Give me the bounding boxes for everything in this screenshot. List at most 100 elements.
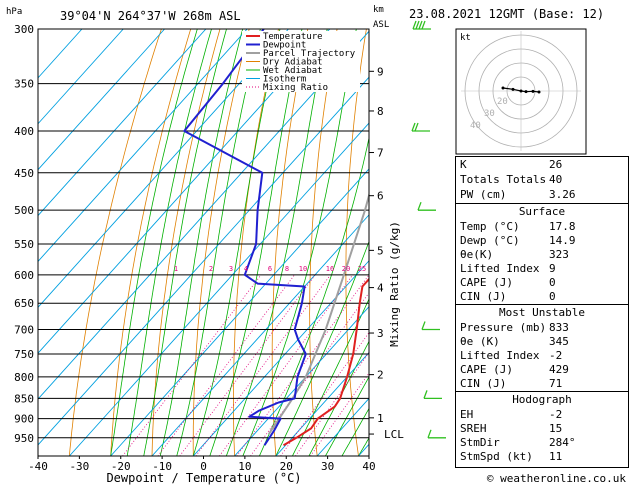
hodo-row: EH -2 — [456, 408, 628, 422]
wind-barb-flag — [418, 20, 423, 30]
hodo-row: SREH 15 — [456, 422, 628, 436]
km-tick-label: 3 — [377, 327, 384, 340]
hodograph-stats-box: Hodograph EH -2 SREH 15 StmDir 284° StmSpd … — [455, 391, 629, 468]
hodograph-point — [519, 89, 523, 93]
location-title: 39°04'N 264°37'W 268m ASL — [60, 9, 241, 23]
mixing-ratio-line — [295, 351, 369, 456]
dry-adiabat-line — [415, 29, 441, 456]
hodograph-ring-label: 20 — [497, 97, 508, 107]
most-unstable-title: Most Unstable — [498, 306, 586, 319]
pressure-tick-label: 900 — [14, 413, 34, 426]
wind-barb-flag — [417, 201, 422, 211]
index-value: 40 — [549, 173, 563, 186]
wind-barb-flag — [411, 122, 416, 132]
mixing-ratio-label: 16 — [326, 265, 334, 273]
surface-key: CAPE (J) — [460, 276, 513, 289]
hodo-row: StmDir 284° — [456, 436, 628, 450]
unstable-key: Lifted Index — [460, 349, 540, 362]
mixing-ratio-label: 4 — [244, 265, 248, 273]
hodograph-points — [501, 86, 541, 94]
hodo-row: StmSpd (kt) 11 — [456, 450, 628, 464]
km-tick-label: 1 — [377, 412, 384, 425]
legend-temperature: Temperature — [263, 32, 323, 42]
hodo-key: StmSpd (kt) — [460, 450, 533, 463]
km-tick-label: 2 — [377, 369, 384, 382]
pressure-tick-label: 750 — [14, 348, 34, 361]
temperature-tick-label: -20 — [111, 460, 131, 473]
temperature-tick-label: 10 — [238, 460, 251, 473]
wet-adiabat-line — [308, 340, 369, 456]
index-row: Totals Totals 40 — [456, 173, 628, 187]
pressure-tick-label: 800 — [14, 371, 34, 384]
temperature-tick-label: -10 — [152, 460, 172, 473]
hodograph-point — [531, 89, 535, 93]
surface-value: 0 — [549, 276, 556, 289]
unstable-key: θe (K) — [460, 335, 500, 348]
hodo-key: SREH — [460, 422, 487, 435]
hodo-value: 11 — [549, 450, 563, 463]
unstable-row: CAPE (J) 429 — [456, 363, 628, 377]
legend-parcel: Parcel Trajectory — [263, 49, 356, 59]
surface-value: 14.9 — [549, 234, 576, 247]
index-row: K 26 — [456, 158, 628, 172]
mixing-ratio-label: 6 — [268, 265, 272, 273]
pressure-tick-label: 850 — [14, 392, 34, 405]
mixing-ratio-label: 25 — [358, 265, 366, 273]
index-row: PW (cm) 3.26 — [456, 188, 628, 202]
km-label: km — [373, 5, 384, 15]
km-tick-label: 8 — [377, 105, 384, 118]
pressure-tick-label: 400 — [14, 125, 34, 138]
km-tick-label: 6 — [377, 190, 384, 203]
unstable-row: CIN (J) 71 — [456, 377, 628, 391]
index-value: 26 — [549, 158, 563, 171]
hodograph-kt-label: kt — [460, 33, 471, 43]
isotherm-line — [38, 29, 248, 263]
surface-key: Temp (°C) — [460, 220, 520, 233]
isotherm-line — [38, 29, 331, 354]
legend-wet-adiabat: Wet Adiabat — [263, 66, 323, 76]
km-tick-label: 5 — [377, 244, 384, 257]
surface-value: 17.8 — [549, 220, 576, 233]
hodograph-point — [511, 87, 515, 91]
indices-box: K 26 Totals Totals 40 PW (cm) 3.26 — [455, 156, 629, 206]
surface-row: Dewp (°C) 14.9 — [456, 234, 628, 248]
unstable-value: 71 — [549, 377, 563, 390]
wind-barb-flag — [415, 20, 420, 30]
hodograph-point — [524, 90, 528, 94]
pressure-tick-label: 700 — [14, 324, 34, 337]
surface-key: Lifted Index — [460, 262, 540, 275]
index-key: Totals Totals — [460, 173, 547, 186]
pressure-tick-label: 450 — [14, 167, 34, 180]
surface-box: Surface Temp (°C) 17.8 Dewp (°C) 14.9 θe(K… — [455, 203, 629, 307]
unstable-key: CAPE (J) — [460, 363, 513, 376]
hodograph-ring-label: 30 — [484, 109, 495, 119]
asl-label: ASL — [373, 20, 389, 30]
unstable-key: Pressure (mb) — [460, 321, 547, 334]
mixing-ratio-line — [122, 274, 262, 456]
km-tick-label: 4 — [377, 282, 384, 295]
temperature-tick-label: 30 — [321, 460, 334, 473]
isotherm-line — [38, 76, 369, 446]
hodograph-point — [501, 86, 505, 90]
mixing-ratio-label: 10 — [299, 265, 307, 273]
hodograph-ring-label: 40 — [470, 121, 481, 131]
surface-row: θe(K) 323 — [456, 248, 628, 262]
hodograph-stats-title: Hodograph — [512, 393, 572, 406]
profiles — [183, 29, 369, 447]
isotherm-line — [151, 214, 369, 456]
isotherm-line — [38, 29, 289, 308]
temperature-tick-label: 20 — [280, 460, 293, 473]
surface-key: Dewp (°C) — [460, 234, 520, 247]
mixing-ratio-label: 20 — [342, 265, 350, 273]
x-axis-label: Dewpoint / Temperature (°C) — [106, 471, 301, 485]
surface-key: CIN (J) — [460, 290, 507, 303]
hpa-label: hPa — [6, 7, 22, 17]
index-key: PW (cm) — [460, 188, 507, 201]
wet-adiabat-line — [325, 376, 369, 456]
isotherm-line — [38, 30, 369, 400]
mixing-ratio-label: 1 — [174, 265, 178, 273]
temperature-tick-label: -30 — [69, 460, 89, 473]
legend: Temperature Dewpoint Parcel Trajectory D… — [242, 31, 360, 93]
isotherm-line — [38, 29, 207, 217]
